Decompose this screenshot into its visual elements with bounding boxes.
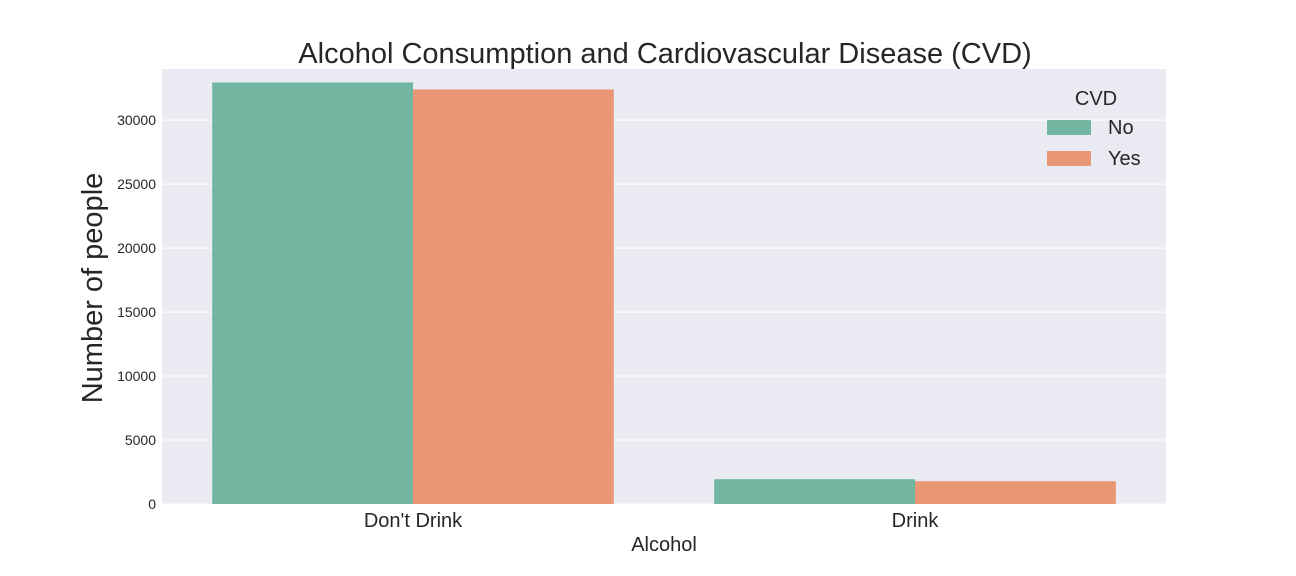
bar (915, 481, 1116, 504)
y-axis-label: Number of people (77, 173, 109, 404)
x-axis-label: Alcohol (631, 534, 697, 556)
y-tick-labels: 0 5000 10000 15000 20000 25000 30000 (117, 112, 156, 512)
y-tick-label: 0 (148, 496, 156, 512)
x-tick-label: Don't Drink (364, 510, 463, 532)
legend-swatch (1047, 120, 1091, 135)
y-tick-label: 25000 (117, 176, 156, 192)
legend-title: CVD (1075, 88, 1117, 110)
legend-label: No (1108, 117, 1134, 139)
x-tick-label: Drink (892, 510, 940, 532)
y-tick-label: 30000 (117, 112, 156, 128)
legend-swatch (1047, 151, 1091, 166)
chart-title: Alcohol Consumption and Cardiovascular D… (298, 38, 1031, 70)
legend-label: Yes (1108, 148, 1141, 170)
x-tick-labels: Don't Drink Drink (364, 510, 939, 532)
legend-items: No Yes (1047, 117, 1141, 170)
y-tick-label: 20000 (117, 240, 156, 256)
y-tick-label: 10000 (117, 368, 156, 384)
bar (714, 479, 915, 504)
bar (212, 82, 413, 504)
legend: CVD No Yes (1047, 88, 1141, 170)
y-tick-label: 15000 (117, 304, 156, 320)
bars (212, 82, 1116, 505)
y-tick-label: 5000 (125, 432, 156, 448)
bar (413, 89, 614, 505)
